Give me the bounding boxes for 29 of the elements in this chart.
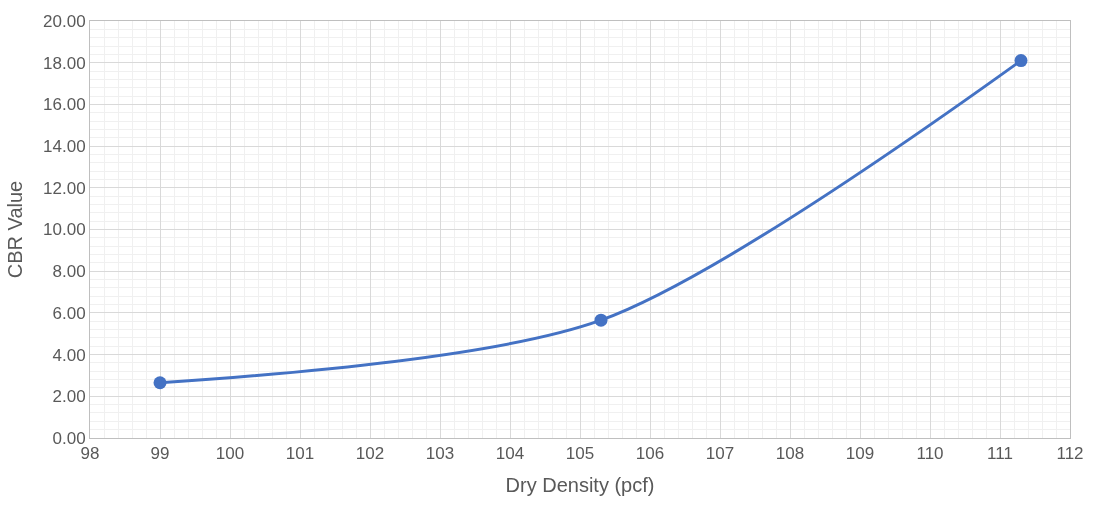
- x-tick-label: 111: [987, 444, 1013, 464]
- x-tick-label: 106: [635, 444, 665, 464]
- x-tick-label: 104: [495, 444, 525, 464]
- y-tick-label: 2.00: [52, 387, 86, 407]
- x-tick-label: 110: [916, 444, 944, 464]
- x-tick-label: 107: [705, 444, 735, 464]
- y-axis-title: CBR Value: [3, 180, 26, 279]
- x-tick-label: 100: [215, 444, 245, 464]
- y-tick-label: 20.00: [43, 11, 86, 31]
- y-tick-label: 10.00: [43, 220, 86, 240]
- y-tick-label: 8.00: [52, 262, 86, 282]
- point: [594, 313, 608, 327]
- point: [1014, 54, 1028, 68]
- x-tick-label: 103: [425, 444, 455, 464]
- x-tick-label: 105: [565, 444, 595, 464]
- y-tick-label: 14.00: [43, 137, 86, 157]
- point: [153, 376, 167, 390]
- y-tick-label: 16.00: [43, 95, 86, 115]
- y-tick-label: 12.00: [43, 178, 86, 198]
- x-tick-label: 99: [150, 444, 170, 464]
- x-tick-label: 101: [285, 444, 315, 464]
- y-tick-label: 6.00: [52, 303, 86, 323]
- x-tick-label: 109: [845, 444, 875, 464]
- x-axis-title: Dry Density (pcf): [505, 473, 655, 496]
- x-tick-label: 102: [355, 444, 385, 464]
- x-tick-label: 108: [775, 444, 805, 464]
- y-tick-label: 18.00: [43, 53, 86, 73]
- x-tick-label: 112: [1056, 444, 1084, 464]
- y-tick-label: 4.00: [52, 345, 86, 365]
